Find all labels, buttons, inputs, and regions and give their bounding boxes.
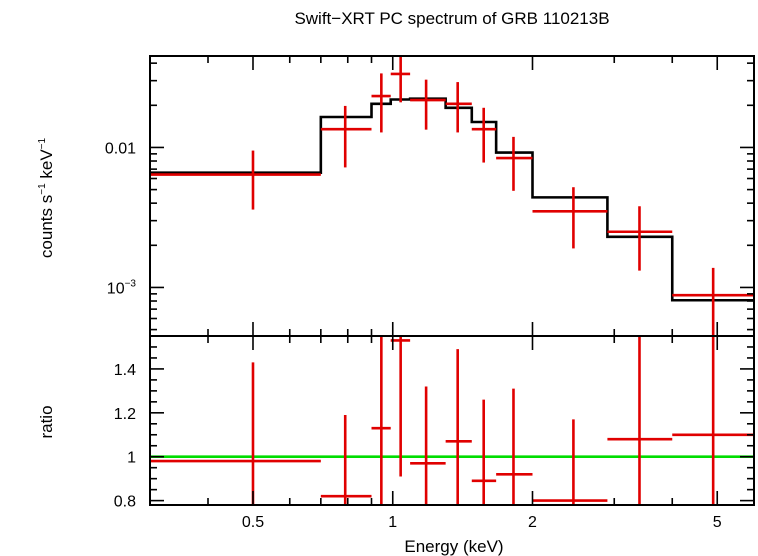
top-y-axis-label: counts s−1 keV−1 xyxy=(37,137,56,258)
ylabel-sup-2: −1 xyxy=(37,137,48,149)
bottom-y-tick-label-4: 1.4 xyxy=(114,362,136,379)
ratio-point-4 xyxy=(390,336,411,477)
spectrum-point-9 xyxy=(532,187,608,249)
spectrum-point-8 xyxy=(496,136,533,191)
ratio-point-10 xyxy=(607,336,673,505)
spectrum-point-11 xyxy=(672,267,754,336)
ratio-point-5 xyxy=(410,386,446,505)
spectrum-point-10 xyxy=(607,206,673,271)
ratio-point-3 xyxy=(371,336,391,505)
bottom-panel: 0.8 1 1.2 1.4 ratio xyxy=(37,335,755,511)
model-curve-group xyxy=(150,97,754,302)
spectrum-point-7 xyxy=(471,107,497,163)
tick-exponent: −3 xyxy=(125,278,137,289)
ratio-points-group xyxy=(150,336,754,505)
ratio-point-6 xyxy=(445,349,472,505)
bottom-y-ticks xyxy=(150,335,754,502)
x-tick-label-1: 0.5 xyxy=(242,514,264,531)
x-tick-label-2: 1 xyxy=(388,514,397,531)
top-y-ticks xyxy=(150,62,754,331)
top-y-tick-labels: 0.01 10−3 xyxy=(105,140,137,297)
tick-base: 10 xyxy=(107,280,125,297)
bottom-y-tick-labels: 0.8 1 1.2 1.4 xyxy=(114,362,136,511)
x-tick-label-3: 2 xyxy=(528,514,537,531)
spectrum-point-4 xyxy=(390,56,411,103)
ratio-point-11 xyxy=(672,336,754,505)
ylabel-sup-1: −1 xyxy=(37,183,48,195)
x-axis-label: Energy (keV) xyxy=(404,537,503,556)
x-tick-labels: 0.5 1 2 5 xyxy=(242,514,722,531)
model-step-line xyxy=(150,97,754,302)
spectrum-point-1 xyxy=(150,150,321,210)
x-tick-label-4: 5 xyxy=(713,514,722,531)
chart-title: Swift−XRT PC spectrum of GRB 110213B xyxy=(294,9,609,28)
ylabel-part-1: counts s xyxy=(37,195,56,258)
ratio-point-9 xyxy=(532,419,608,505)
bottom-y-tick-label-1: 0.8 xyxy=(114,494,136,511)
ratio-point-7 xyxy=(471,399,497,505)
top-panel-frame xyxy=(149,55,755,337)
bottom-y-tick-label-2: 1 xyxy=(127,450,136,467)
bottom-panel-frame xyxy=(149,335,755,506)
top-y-tick-label-1: 0.01 xyxy=(105,140,136,157)
ratio-point-8 xyxy=(496,388,533,505)
spectrum-point-2 xyxy=(320,105,372,168)
ylabel-part-2: keV xyxy=(37,149,56,184)
top-y-tick-label-2: 10−3 xyxy=(107,278,137,297)
spectrum-point-5 xyxy=(410,79,446,130)
bottom-y-axis-label: ratio xyxy=(37,405,56,438)
spectrum-point-6 xyxy=(445,82,472,133)
bottom-y-tick-label-3: 1.2 xyxy=(114,406,136,423)
ratio-point-1 xyxy=(150,362,321,505)
ratio-point-2 xyxy=(320,415,372,505)
data-points-group xyxy=(150,56,754,336)
x-ticks xyxy=(149,56,755,505)
spectrum-point-3 xyxy=(371,73,391,133)
